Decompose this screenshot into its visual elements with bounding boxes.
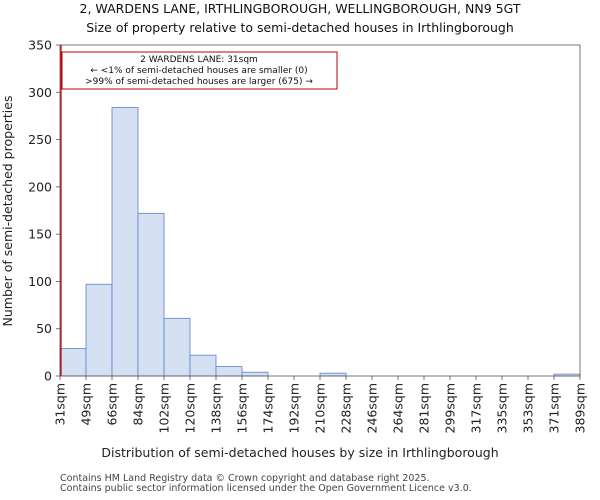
annotation-frame [61, 51, 338, 90]
y-tick-label: 250 [28, 132, 52, 147]
y-tick-label: 150 [28, 227, 52, 242]
y-tick-label: 300 [28, 85, 52, 100]
x-tick-label: 389sqm [573, 383, 588, 433]
footer-copyright: Contains HM Land Registry data © Crown c… [60, 473, 430, 484]
x-axis-ticks: 31sqm 49sqm 66sqm 84sqm 102sqm 120sqm 138sqm 15… [53, 376, 588, 433]
bar-102sqm [163, 317, 191, 377]
x-tick-label: 210sqm [313, 383, 328, 433]
x-tick-label: 66sqm [105, 383, 120, 426]
y-axis-label: Number of semi-detached properties [0, 96, 15, 327]
x-tick-label: 49sqm [79, 383, 94, 426]
bars-group [59, 107, 581, 377]
y-tick-label: 200 [28, 179, 52, 194]
x-tick-label: 102sqm [157, 383, 172, 433]
y-axis-ticks: 0 50 100 150 200 250 300 350 [28, 38, 60, 384]
annotation-line-3: >99% of semi-detached houses are larger … [85, 77, 313, 87]
chart-title: 2, WARDENS LANE, IRTHLINGBOROUGH, WELLIN… [80, 1, 521, 16]
x-tick-label: 371sqm [547, 383, 562, 433]
footer-licence: Contains public sector information licen… [60, 483, 472, 494]
annotation-line-2: ← <1% of semi-detached houses are smalle… [90, 66, 307, 76]
bar-138sqm [215, 366, 243, 377]
x-tick-label: 281sqm [417, 383, 432, 433]
x-tick-label: 120sqm [183, 383, 198, 433]
x-tick-label: 31sqm [53, 383, 68, 426]
x-tick-label: 174sqm [261, 383, 276, 433]
x-tick-label: 228sqm [339, 383, 354, 433]
chart-subtitle: Size of property relative to semi-detach… [86, 20, 514, 35]
x-tick-label: 138sqm [209, 383, 224, 433]
x-tick-label: 192sqm [287, 383, 302, 433]
y-tick-label: 50 [36, 321, 52, 336]
annotation-box: 2 WARDENS LANE: 31sqm ← <1% of semi-deta… [61, 51, 338, 90]
x-tick-label: 353sqm [521, 383, 536, 433]
plot-frame [59, 44, 581, 377]
bar-156sqm [241, 371, 269, 377]
x-tick-label: 84sqm [131, 383, 146, 426]
bar-120sqm [189, 354, 217, 377]
bar-49sqm [85, 283, 113, 377]
bar-66sqm [111, 107, 139, 377]
bar-84sqm [137, 212, 165, 377]
x-tick-label: 156sqm [235, 383, 250, 433]
x-tick-label: 299sqm [443, 383, 458, 433]
y-tick-label: 0 [44, 369, 52, 384]
y-tick-label: 350 [28, 38, 52, 53]
y-tick-label: 100 [28, 274, 52, 289]
annotation-line-1: 2 WARDENS LANE: 31sqm [140, 55, 258, 65]
x-tick-label: 246sqm [365, 383, 380, 433]
x-tick-label: 335sqm [495, 383, 510, 433]
bar-210sqm [319, 372, 347, 377]
bar-31sqm [59, 348, 87, 377]
x-tick-label: 317sqm [469, 383, 484, 433]
x-axis-label: Distribution of semi-detached houses by … [101, 445, 498, 460]
x-tick-label: 264sqm [391, 383, 406, 433]
